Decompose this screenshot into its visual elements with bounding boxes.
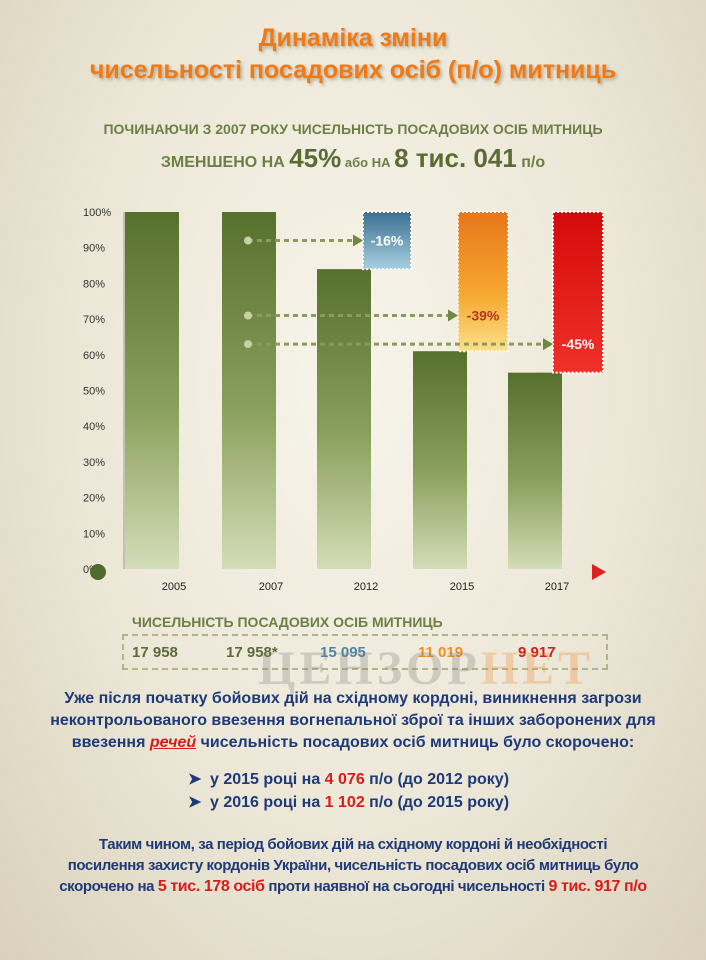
reduction-block-2012 [362, 211, 412, 271]
arrow-start-dot [244, 311, 252, 320]
y-tick-label: 20% [83, 493, 105, 505]
count-value-2007: 17 958* [226, 644, 278, 661]
paragraph-1-line-3: ввезення речей чисельність посадових осі… [71, 734, 635, 751]
title-line-1: Динаміка зміни [258, 24, 448, 52]
subtitle-line-2: ЗМЕНШЕНО НА 45% або НА 8 тис. 041 п/о [0, 143, 706, 174]
y-tick-label: 30% [83, 457, 105, 469]
x-tick-label: 2017 [545, 581, 569, 593]
highlight-word: речей [149, 734, 197, 751]
arrow-start-dot [244, 236, 252, 245]
watermark-logo: ЦЕНЗОРНЕТ [258, 642, 595, 695]
y-tick-label: 10% [83, 528, 105, 540]
subtitle-part-c: або НА [341, 155, 395, 170]
y-tick-label: 50% [83, 386, 105, 398]
count-value-2005: 17 958 [132, 644, 178, 661]
x-tick-label: 2015 [450, 581, 474, 593]
x-tick-label: 2007 [259, 581, 283, 593]
bar-chart: 0%10%20%30%40%50%60%70%80%90%100% -16%-3… [83, 207, 606, 593]
paragraph-2-line-2: посилення захисту кордонів України, чисе… [67, 857, 639, 874]
bullet-item: ➤ у 2015 році на 4 076 п/о (до 2012 року) [188, 768, 509, 791]
count-value-2017: 9 917 [518, 644, 556, 661]
x-tick-label: 2012 [354, 581, 378, 593]
reduction-block-2015 [457, 211, 509, 353]
subtitle-percent: 45% [289, 143, 342, 173]
arrow-bullet-icon: ➤ [188, 771, 202, 788]
count-value-2012: 15 095 [320, 644, 366, 661]
origin-dot [90, 564, 106, 580]
paragraph-2: Таким чином, за період бойових дій на сх… [0, 834, 706, 897]
counts-label: ЧИСЕЛЬНІСТЬ ПОСАДОВИХ ОСІБ МИТНИЦЬ [132, 614, 443, 630]
arrow-head [543, 338, 553, 351]
bar-2017 [508, 372, 562, 569]
bar-2012 [317, 269, 371, 569]
subtitle-amount: 8 тис. 041 [394, 143, 517, 173]
bar-2005 [125, 212, 179, 569]
reduction-label-2012: -16% [371, 233, 404, 249]
y-tick-label: 60% [83, 350, 105, 362]
title-line-2: чисельності посадових осіб (п/о) митниць [89, 56, 617, 84]
y-tick-label: 90% [83, 243, 105, 255]
bar-2007 [222, 212, 276, 569]
paragraph-1-line-2: неконтрольованого ввезення вогнепальної … [50, 712, 656, 729]
bar-2015 [413, 351, 467, 569]
subtitle-part-a: ЗМЕНШЕНО НА [160, 154, 290, 171]
bullet-list: ➤ у 2015 році на 4 076 п/о (до 2012 року)… [188, 768, 509, 814]
subtitle-unit: п/о [516, 154, 546, 171]
reduction-block-2017 [552, 211, 604, 374]
y-tick-label: 70% [83, 314, 105, 326]
x-axis-arrow-head [592, 564, 606, 580]
y-tick-label: 100% [83, 207, 111, 219]
arrow-head [353, 234, 363, 247]
arrow-bullet-icon: ➤ [188, 794, 202, 811]
reduction-label-2017: -45% [562, 336, 595, 352]
subtitle-line-1: ПОЧИНАЮЧИ З 2007 РОКУ ЧИСЕЛЬНІСТЬ ПОСАДО… [103, 121, 603, 137]
count-value-2015: 11 019 [418, 644, 464, 661]
paragraph-2-line-1: Таким чином, за період бойових дій на сх… [98, 836, 608, 853]
bullet-item: ➤ у 2016 році на 1 102 п/о (до 2015 року) [188, 791, 509, 814]
paragraph-1-line-1: Уже після початку бойових дій на східном… [64, 690, 642, 707]
counts-box [122, 634, 608, 670]
arrow-head [448, 309, 458, 322]
paragraph-2-line-3: скорочено на 5 тис. 178 осіб проти наявн… [59, 878, 647, 895]
y-tick-label: 80% [83, 278, 105, 290]
y-tick-label: 40% [83, 421, 105, 433]
reduction-label-2015: -39% [467, 308, 500, 324]
arrow-start-dot [244, 340, 252, 349]
x-tick-label: 2005 [162, 581, 186, 593]
